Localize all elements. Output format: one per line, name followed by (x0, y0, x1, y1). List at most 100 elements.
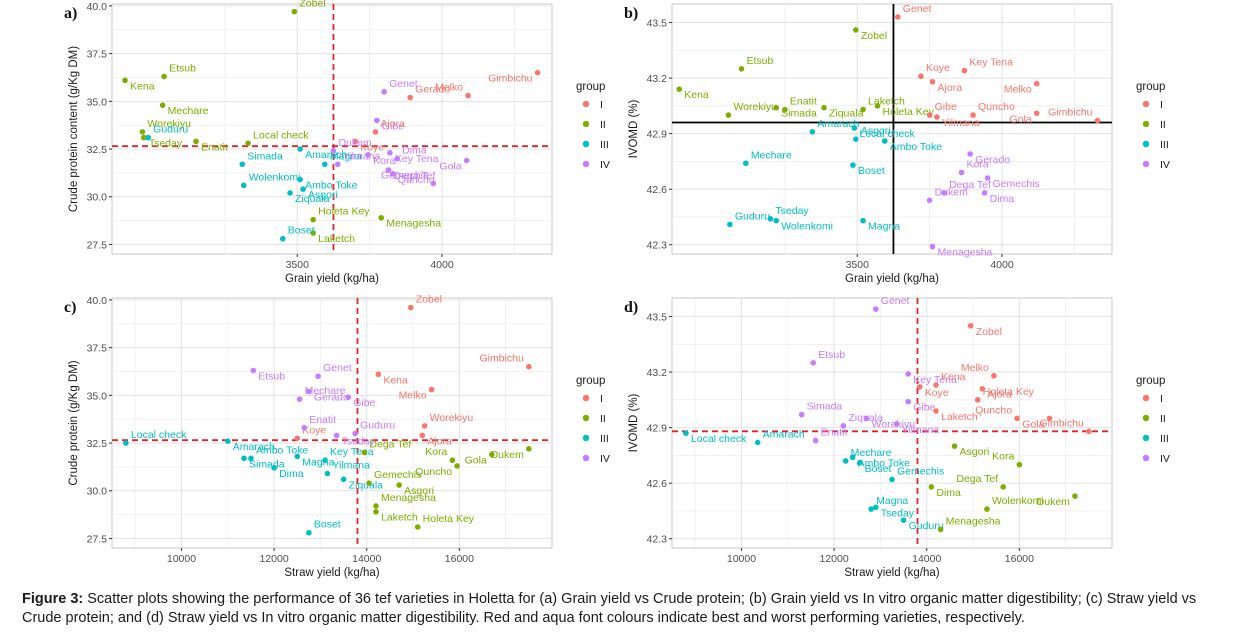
point-asgori (951, 443, 958, 449)
y-tick-label: 42.3 (647, 240, 668, 252)
point-label: Zobel (861, 30, 887, 42)
point-dukem (926, 197, 933, 204)
point-gimbichu (526, 363, 532, 370)
point-label: Yilmana (902, 424, 940, 436)
point-kora (365, 151, 371, 158)
point-label: Laketch (318, 233, 355, 245)
point-zobel (967, 322, 974, 329)
point-label: Mechare (751, 149, 792, 161)
y-tick-label: 37.5 (87, 49, 108, 61)
y-tick-label: 43.5 (647, 18, 668, 30)
panel-letter: b) (624, 5, 638, 22)
legend-swatch-IV (1142, 454, 1150, 462)
y-tick-label: 30.0 (87, 192, 108, 204)
point-kena (375, 371, 382, 378)
legend-title: group (1136, 375, 1165, 387)
point-label: Etsub (746, 55, 773, 67)
point-label: Enatit (201, 141, 228, 153)
point-label: Guduru (735, 210, 770, 222)
point-kora (1016, 461, 1023, 468)
point-label: Etsub (818, 349, 845, 361)
y-tick-label: 43.2 (647, 73, 668, 85)
x-tick-label: 3500 (286, 259, 310, 271)
point-dukem (526, 445, 532, 452)
x-tick-label: 4000 (990, 259, 1014, 271)
y-tick-label: 43.2 (647, 367, 668, 379)
point-label: Quncho (978, 101, 1015, 113)
point-simada (773, 104, 780, 111)
point-label: Magna (330, 150, 362, 162)
point-koye (352, 138, 358, 145)
point-label: Amarach (305, 149, 347, 161)
point-label: Quncho (398, 174, 435, 186)
x-tick-label: 10000 (167, 553, 196, 565)
panel-letter: d) (624, 299, 638, 316)
point-dima (928, 484, 935, 490)
point-tseday (333, 432, 340, 439)
point-dega-tef (385, 167, 392, 173)
point-dukem (330, 148, 337, 154)
point-ziquala (287, 190, 293, 196)
point-label: Ajora (380, 118, 405, 130)
point-label: Gola (1022, 418, 1044, 430)
point-etsub (810, 360, 817, 366)
y-axis-title: Crude protein content (g/Kg DM) (68, 46, 80, 212)
point-dima (394, 155, 400, 162)
point-label: Dukem (935, 186, 969, 198)
point-boset (306, 529, 312, 536)
point-label: Koye (360, 141, 384, 153)
legend-swatch-I (582, 394, 590, 402)
point-laketch (310, 230, 316, 236)
legend-swatch-II (582, 120, 590, 128)
point-amarach (754, 439, 761, 446)
legend-swatch-I (582, 100, 590, 108)
point-label: Gerado (314, 392, 349, 404)
point-label: Kena (684, 89, 709, 101)
point-label: Tseday (881, 507, 915, 519)
point-enatit (193, 138, 199, 145)
point-label: Enatit (821, 427, 848, 439)
y-tick-label: 40.0 (87, 1, 108, 13)
point-label: Gemechis (381, 169, 428, 181)
point-boset (850, 162, 856, 168)
point-label: Koye (926, 62, 950, 74)
point-label: Enatit (790, 96, 817, 108)
point-label: Magna (868, 221, 900, 233)
point-gemechis (889, 476, 895, 483)
point-label: Wolenkomi (992, 495, 1044, 507)
point-label: Dukem (1037, 496, 1071, 508)
point-ambo-toke (297, 176, 303, 183)
y-tick-label: 27.5 (87, 239, 108, 251)
point-label: Ziquala (295, 193, 330, 205)
point-menagesha (373, 503, 379, 509)
point-label: Gemechis (897, 465, 944, 477)
y-tick-label: 35.0 (87, 96, 108, 108)
y-tick-label: 32.5 (87, 144, 108, 156)
point-label: Genet (323, 362, 352, 374)
point-label: Tseday (149, 138, 183, 150)
plot-area (671, 3, 1113, 255)
point-quncho (1014, 415, 1020, 422)
point-dima (271, 465, 277, 471)
y-tick-label: 37.5 (87, 343, 108, 355)
y-tick-label: 42.9 (647, 129, 668, 141)
panel-4: 10000 12000 14000 16000 42.3 42.6 42.9 43.2 43.5… (624, 295, 1170, 579)
point-gola (488, 451, 495, 458)
point-label: Gola (439, 160, 461, 172)
point-wolenkomi (773, 217, 780, 224)
point-ziquala (821, 104, 827, 111)
point-label: Key Tena (395, 153, 439, 165)
point-label: Menagesha (946, 515, 1001, 527)
point-enatit (782, 106, 788, 113)
point-guduru (352, 430, 358, 437)
point-label: Quncho (415, 466, 452, 478)
point-label: Tseday (342, 435, 376, 447)
point-key-tena (322, 457, 328, 464)
legend-label: I (600, 393, 603, 405)
point-label: Enatit (309, 414, 336, 426)
x-tick-label: 14000 (352, 553, 381, 565)
x-axis-title: Grain yield (kg/ha) (845, 273, 939, 285)
point-quncho (454, 463, 460, 469)
